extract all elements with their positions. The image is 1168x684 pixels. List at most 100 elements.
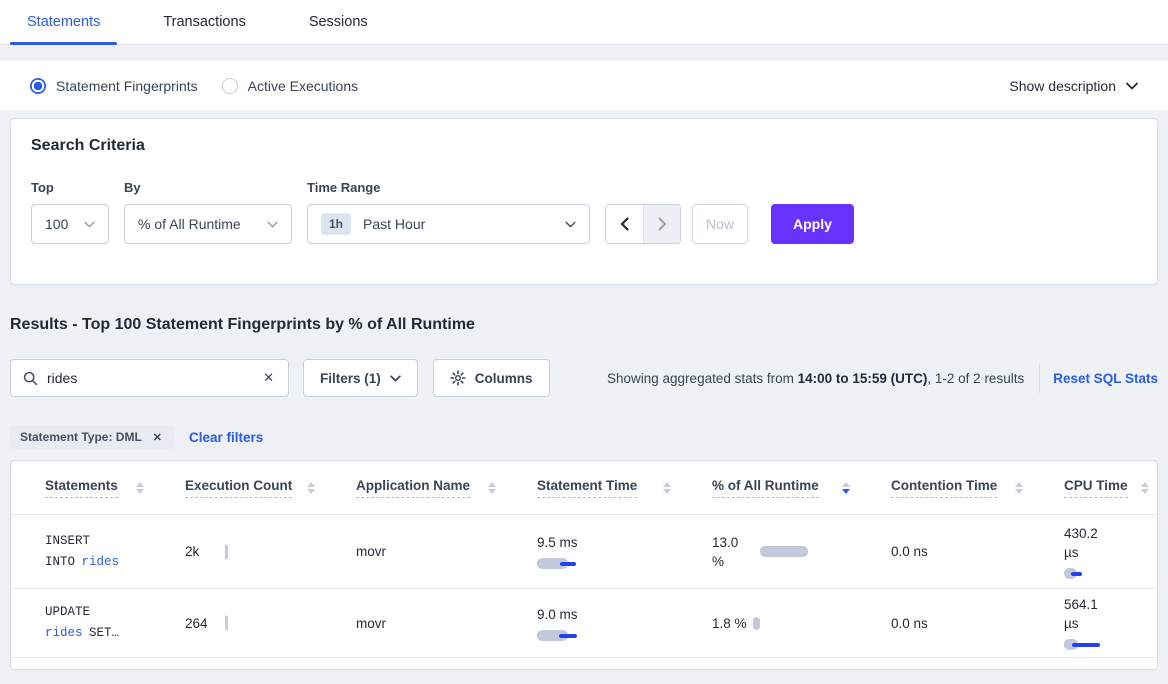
- statement-time-value: 9.5 ms: [537, 535, 578, 550]
- show-description-toggle[interactable]: Show description: [1009, 78, 1138, 94]
- sql-text: UPDATE: [45, 605, 91, 619]
- tab-sessions[interactable]: Sessions: [292, 0, 385, 44]
- sort-icon[interactable]: [488, 481, 496, 494]
- time-range-field: Time Range 1h Past Hour: [307, 180, 590, 244]
- sort-icon[interactable]: [663, 481, 671, 494]
- view-radio-group: Statement Fingerprints Active Executions: [30, 77, 358, 94]
- bar-gray: [1064, 639, 1078, 650]
- sort-icon-active-desc[interactable]: [842, 481, 850, 494]
- time-range-select[interactable]: 1h Past Hour: [307, 204, 590, 244]
- tab-transactions-label: Transactions: [163, 14, 246, 30]
- chevron-down-icon: [390, 374, 401, 382]
- execution-count-bar: [225, 615, 228, 631]
- cpu-time-cell: 430.2 µs: [1031, 524, 1157, 580]
- application-name-value: movr: [356, 615, 386, 631]
- statement-time-bar: [537, 558, 607, 570]
- sort-icon[interactable]: [1015, 481, 1023, 494]
- column-header-contention-time[interactable]: Contention Time: [858, 478, 1031, 498]
- now-button[interactable]: Now: [692, 204, 748, 244]
- top-select[interactable]: 100: [31, 204, 109, 244]
- search-input[interactable]: [47, 370, 262, 386]
- by-select[interactable]: % of All Runtime: [124, 204, 292, 244]
- contention-time-cell: 0.0 ns: [858, 614, 1031, 633]
- stats-group: Showing aggregated stats from 14:00 to 1…: [607, 363, 1158, 393]
- statement-link[interactable]: rides: [45, 626, 83, 640]
- radio-unselected-icon[interactable]: [221, 77, 238, 94]
- tab-transactions[interactable]: Transactions: [146, 0, 262, 44]
- search-icon: [23, 371, 38, 386]
- chevron-down-icon: [267, 221, 278, 228]
- statement-cell: UPDATE rides SET…: [11, 602, 123, 644]
- bar-gray: [752, 617, 760, 630]
- chip-remove-icon[interactable]: ✕: [152, 431, 163, 444]
- stats-prefix: Showing aggregated stats from: [607, 370, 798, 386]
- clear-filters-link[interactable]: Clear filters: [189, 429, 264, 445]
- stats-text: Showing aggregated stats from 14:00 to 1…: [607, 371, 1024, 386]
- column-header-label: CPU Time: [1064, 478, 1128, 498]
- radio-statement-fingerprints[interactable]: Statement Fingerprints: [30, 77, 198, 94]
- sql-text: INSERT INTO: [45, 533, 91, 569]
- bar-blue: [559, 633, 577, 638]
- statement-time-value: 9.0 ms: [537, 606, 578, 622]
- execution-count-cell: 264: [152, 614, 323, 633]
- filter-chip-statement-type[interactable]: Statement Type: DML ✕: [10, 425, 175, 449]
- column-header-statements[interactable]: Statements: [11, 478, 152, 498]
- runtime-pct-cell: 1.8 %: [679, 614, 858, 633]
- contention-time-cell: 0.0 ns: [858, 542, 1031, 561]
- runtime-pct-bar: [752, 617, 765, 630]
- bar-gray: [537, 558, 568, 569]
- bar-blue: [560, 562, 576, 566]
- column-header-label: Execution Count: [185, 478, 293, 498]
- radio-selected-icon[interactable]: [30, 77, 46, 94]
- tab-sessions-label: Sessions: [308, 14, 368, 30]
- top-field: Top 100: [31, 180, 109, 244]
- contention-time-value: 0.0 ns: [891, 615, 928, 631]
- time-range-next-button[interactable]: [643, 205, 680, 243]
- runtime-pct-cell: 13.0 %: [679, 533, 858, 571]
- column-header-runtime-pct[interactable]: % of All Runtime: [679, 478, 858, 498]
- by-select-value: % of All Runtime: [138, 216, 241, 232]
- sort-icon[interactable]: [307, 481, 315, 494]
- cpu-time-cell: 564.1 µs: [1031, 595, 1157, 651]
- column-header-execution-count[interactable]: Execution Count: [152, 478, 323, 498]
- sort-icon[interactable]: [1141, 481, 1149, 494]
- filter-chip-label: Statement Type: DML: [20, 430, 142, 444]
- by-field-label: By: [124, 180, 141, 195]
- columns-button[interactable]: Columns: [432, 359, 550, 397]
- columns-button-label: Columns: [474, 370, 533, 386]
- search-clear-icon[interactable]: ✕: [263, 370, 274, 385]
- table-header-row: Statements Execution Count Application N…: [11, 461, 1157, 515]
- bar-gray: [537, 629, 568, 641]
- tab-statements[interactable]: Statements: [10, 0, 118, 45]
- top-select-value: 100: [45, 216, 69, 232]
- statement-time-cell: 9.5 ms: [504, 533, 679, 570]
- runtime-pct-value: 1.8 %: [712, 615, 747, 631]
- table-row[interactable]: INSERT INTO rides 2k movr 9.5 ms 13.0 % …: [11, 515, 1157, 588]
- column-header-label: Statement Time: [537, 478, 638, 498]
- bar-blue: [1072, 643, 1100, 647]
- cpu-time-value: 430.2 µs: [1064, 525, 1098, 560]
- apply-button[interactable]: Apply: [771, 204, 854, 244]
- radio-active-executions[interactable]: Active Executions: [221, 77, 358, 94]
- reset-sql-stats-link[interactable]: Reset SQL Stats: [1053, 370, 1158, 386]
- statement-cell: INSERT INTO rides: [11, 531, 123, 573]
- search-criteria-title: Search Criteria: [31, 137, 145, 154]
- by-field: By % of All Runtime: [124, 180, 292, 244]
- bar-gray: [760, 545, 808, 557]
- sort-icon[interactable]: [136, 481, 144, 494]
- stats-suffix: , 1-2 of 2 results: [927, 370, 1025, 386]
- search-criteria-controls: Top 100 By % of All Runtime Time Range 1…: [31, 180, 1137, 244]
- view-toggle-bar: Statement Fingerprints Active Executions…: [0, 61, 1168, 110]
- search-box[interactable]: ✕: [10, 359, 289, 397]
- column-header-application-name[interactable]: Application Name: [323, 478, 504, 498]
- runtime-pct-bar: [760, 545, 810, 558]
- filters-button[interactable]: Filters (1): [303, 359, 418, 397]
- time-range-prev-button[interactable]: [606, 205, 643, 243]
- table-row[interactable]: UPDATE rides SET… 264 movr 9.0 ms 1.8 % …: [11, 588, 1157, 658]
- column-header-cpu-time[interactable]: CPU Time: [1031, 478, 1157, 498]
- runtime-pct-value: 13.0 %: [712, 534, 739, 569]
- statement-link[interactable]: rides: [81, 554, 120, 569]
- column-header-statement-time[interactable]: Statement Time: [504, 478, 679, 498]
- vertical-divider: [1039, 363, 1041, 393]
- time-range-value: Past Hour: [363, 216, 426, 232]
